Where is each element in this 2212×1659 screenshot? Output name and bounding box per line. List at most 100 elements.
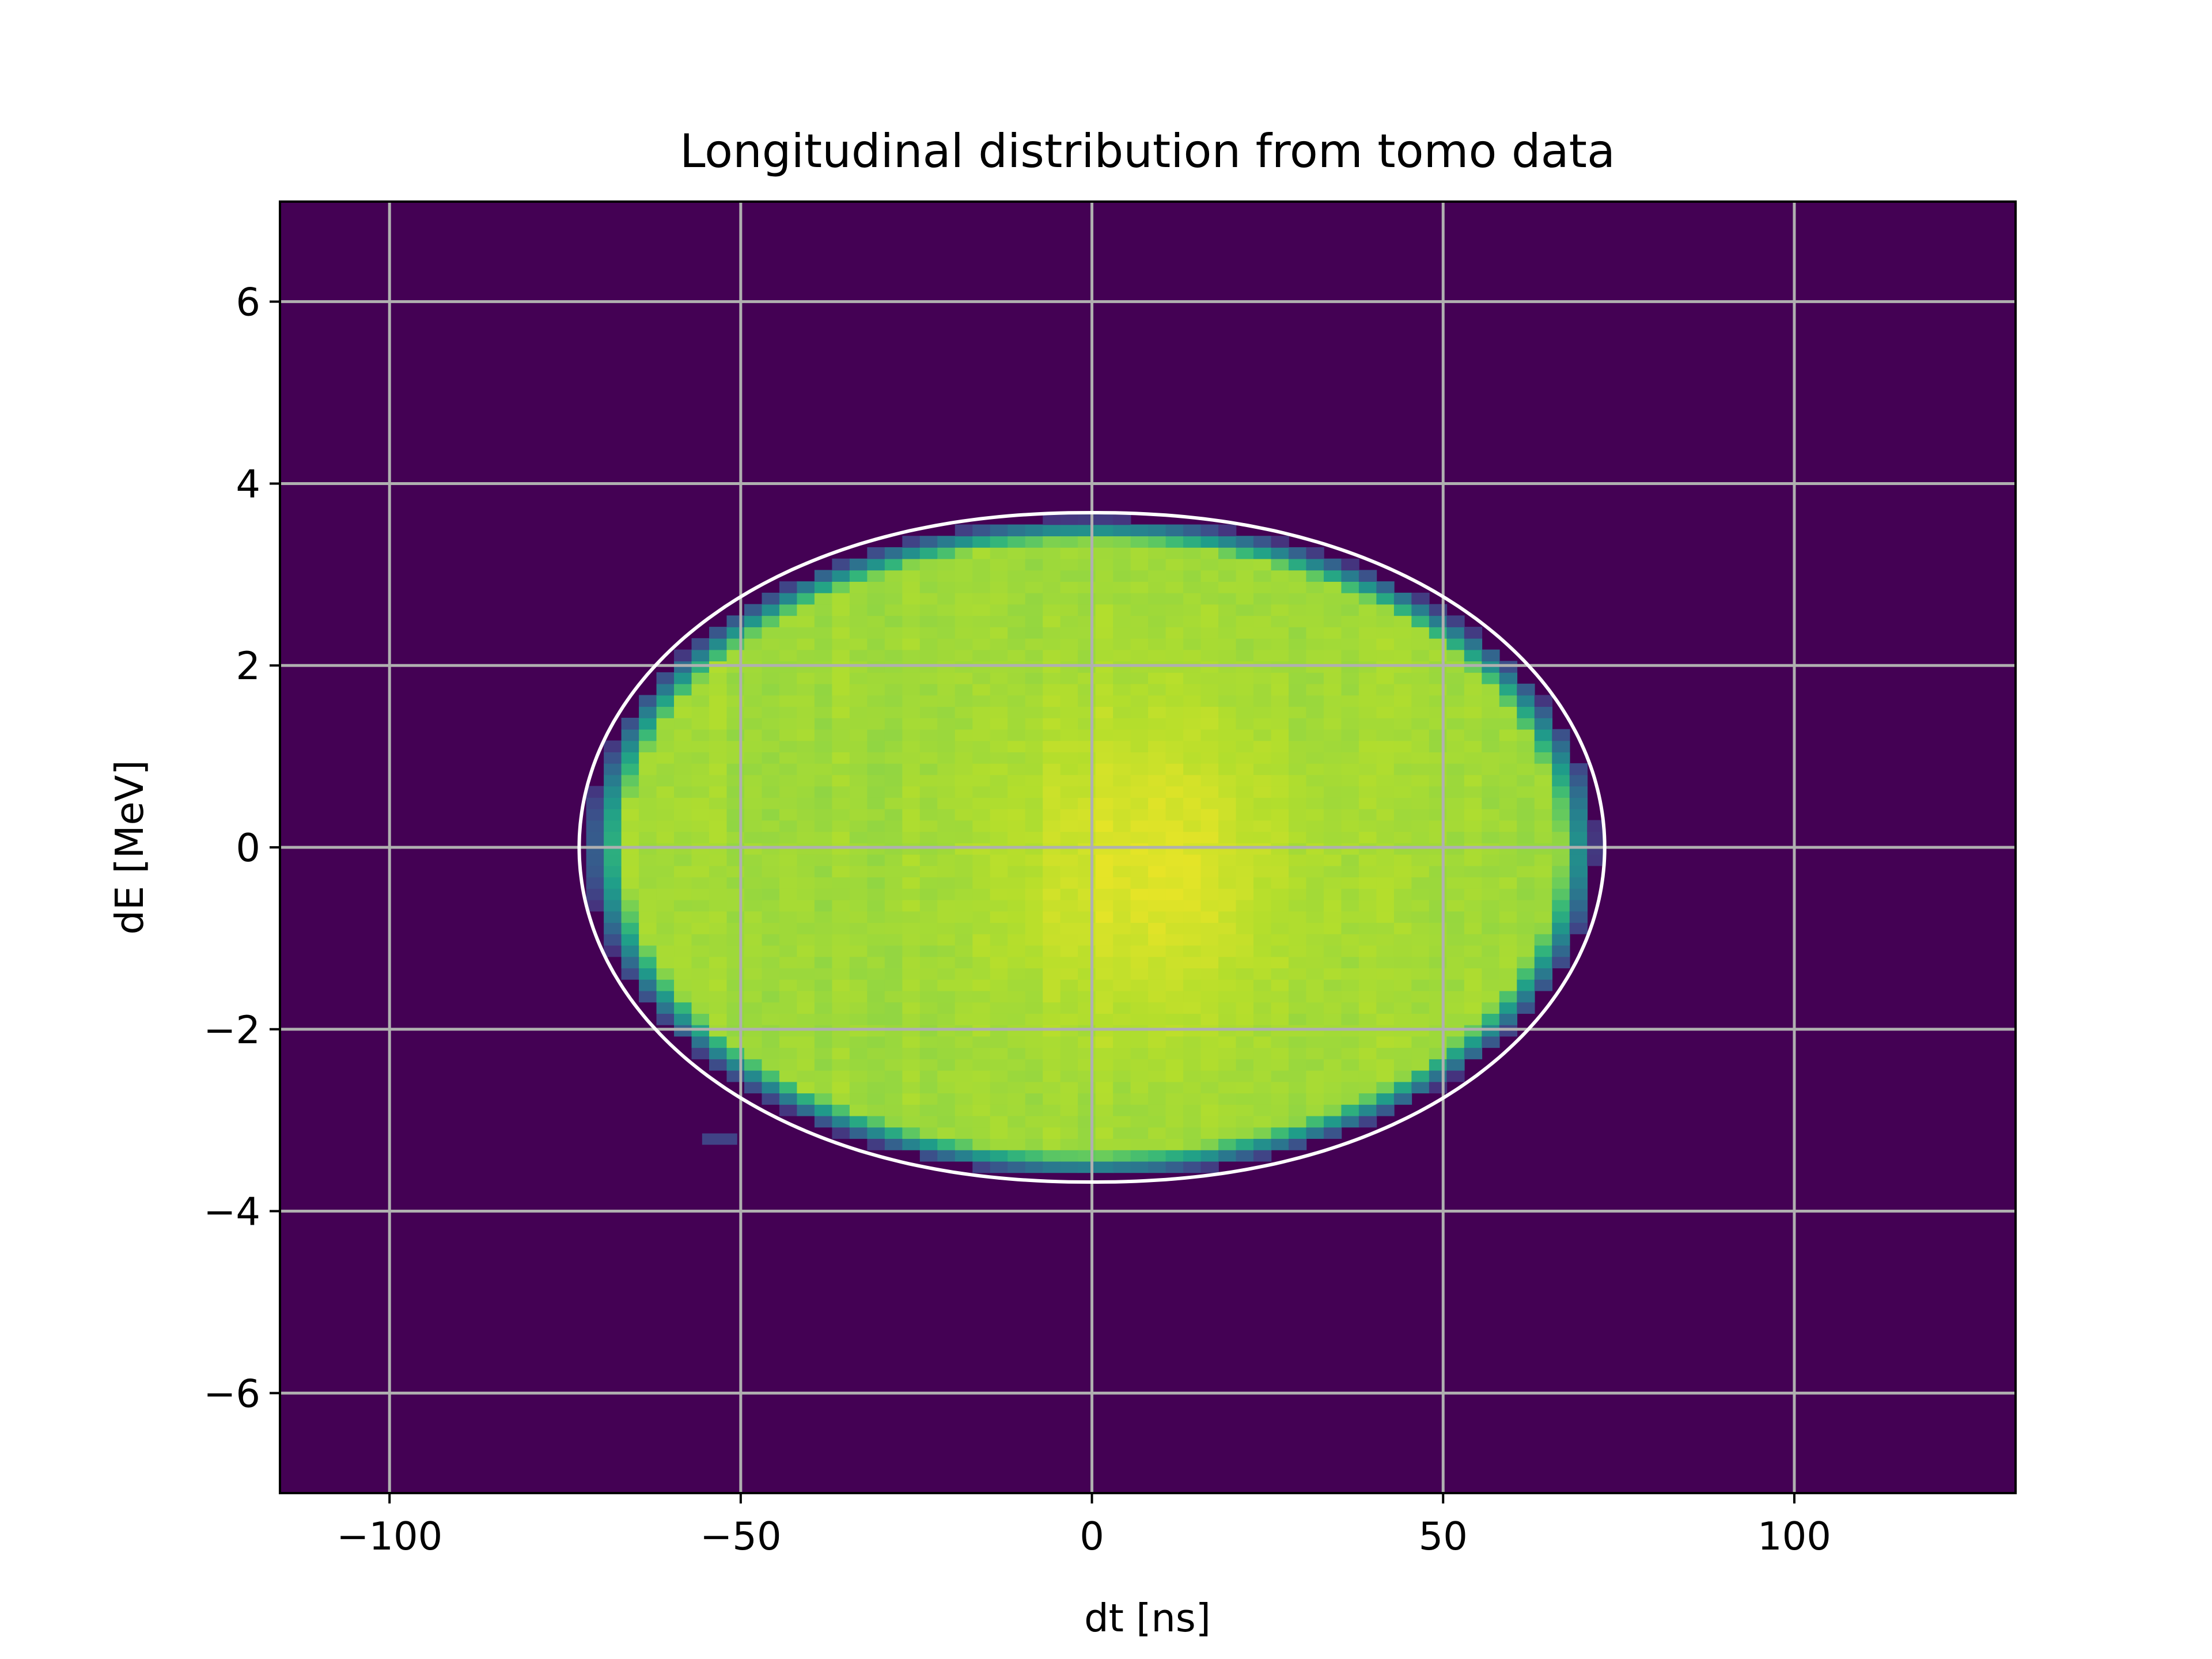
heatmap-cell-911 — [955, 627, 974, 639]
chart-title: Longitudinal distribution from tomo data — [680, 124, 1615, 178]
heatmap-cell-644 — [867, 581, 885, 593]
heatmap-cell-563 — [849, 911, 868, 923]
heatmap-cell-110 — [656, 672, 675, 684]
heatmap-cell-1539 — [1148, 672, 1166, 684]
heatmap-cell-803 — [919, 604, 938, 616]
heatmap-cell-1194 — [1043, 649, 1061, 662]
heatmap-cell-713 — [902, 1002, 921, 1014]
heatmap-cell-1356 — [1095, 786, 1113, 798]
heatmap-cell-1463 — [1130, 888, 1149, 900]
heatmap-cell-1110 — [1025, 956, 1044, 969]
heatmap-cell-1789 — [1236, 1047, 1254, 1059]
heatmap-cell-1710 — [1200, 672, 1219, 684]
heatmap-cell-1794 — [1236, 990, 1254, 1003]
heatmap-cell-1240 — [1060, 786, 1078, 798]
heatmap-cell-1229 — [1060, 911, 1078, 923]
heatmap-cell-981 — [990, 1127, 1009, 1139]
heatmap-cell-1594 — [1165, 695, 1184, 707]
heatmap-cell-1346 — [1095, 899, 1113, 912]
heatmap-cell-422 — [797, 820, 815, 832]
heatmap-cell-396 — [779, 581, 798, 593]
heatmap-cell-2148 — [1341, 570, 1359, 582]
heatmap-cell-1687 — [1200, 933, 1219, 946]
heatmap-cell-2077 — [1323, 808, 1342, 821]
heatmap-cell-786 — [919, 797, 938, 809]
heatmap-cell-712 — [902, 1013, 921, 1025]
heatmap-cell-1681 — [1200, 1002, 1219, 1014]
heatmap-cell-722 — [902, 899, 921, 912]
heatmap-cell-35 — [621, 911, 639, 923]
heatmap-cell-1760 — [1218, 740, 1237, 753]
heatmap-cell-59 — [639, 922, 657, 934]
heatmap-cell-874 — [955, 1047, 974, 1059]
heatmap-cell-194 — [709, 922, 728, 934]
heatmap-cell-2577 — [1534, 718, 1553, 730]
heatmap-cell-1792 — [1236, 1013, 1254, 1025]
heatmap-cell-543 — [832, 558, 850, 571]
heatmap-cell-1738 — [1218, 990, 1237, 1003]
heatmap-cell-2475 — [1482, 831, 1500, 843]
heatmap-cell-2434 — [1464, 877, 1483, 889]
heatmap-cell-444 — [814, 1115, 833, 1128]
heatmap-cell-2507 — [1499, 854, 1518, 866]
heatmap-cell-867 — [955, 1127, 974, 1139]
heatmap-cell-2251 — [1393, 1036, 1412, 1048]
heatmap-cell-708 — [902, 1059, 921, 1071]
heatmap-cell-337 — [762, 729, 780, 741]
heatmap-cell-277 — [744, 911, 763, 923]
heatmap-cell-1178 — [1043, 831, 1061, 843]
heatmap-cell-1859 — [1253, 877, 1272, 889]
heatmap-cell-729 — [902, 820, 921, 832]
heatmap-cell-1852 — [1253, 956, 1272, 969]
heatmap-cell-1629 — [1183, 945, 1202, 957]
heatmap-cell-1921 — [1271, 786, 1289, 798]
heatmap-cell-1333 — [1095, 1047, 1113, 1059]
heatmap-cell-83 — [656, 979, 675, 991]
heatmap-cell-1394 — [1113, 1013, 1131, 1025]
heatmap-cell-622 — [867, 831, 885, 843]
heatmap-cell-2603 — [1569, 899, 1588, 912]
heatmap-cell-58 — [639, 933, 657, 946]
heatmap-cell-1636 — [1183, 865, 1202, 878]
heatmap-cell-1886 — [1253, 570, 1272, 582]
heatmap-cell-1227 — [1060, 933, 1078, 946]
heatmap-cell-1835 — [1253, 1149, 1272, 1162]
heatmap-cell-2220 — [1376, 865, 1395, 878]
heatmap-cell-1523 — [1148, 854, 1166, 866]
heatmap-cell-2607 — [1569, 854, 1588, 866]
heatmap-cell-132 — [674, 786, 692, 798]
heatmap-cell-1048 — [1007, 1013, 1026, 1025]
heatmap-cell-448 — [814, 1070, 833, 1082]
heatmap-cell-666 — [884, 933, 903, 946]
heatmap-cell-881 — [955, 968, 974, 980]
heatmap-cell-461 — [814, 922, 833, 934]
heatmap-cell-1641 — [1183, 808, 1202, 821]
heatmap-cell-326 — [762, 854, 780, 866]
heatmap-cell-957 — [972, 752, 991, 764]
heatmap-cell-206 — [709, 786, 728, 798]
heatmap-cell-2554 — [1534, 979, 1553, 991]
heatmap-cell-1582 — [1165, 831, 1184, 843]
heatmap-cell-1230 — [1060, 899, 1078, 912]
heatmap-cell-762 — [919, 1070, 938, 1082]
heatmap-cell-902 — [955, 729, 974, 741]
heatmap-cell-1833 — [1236, 547, 1254, 559]
heatmap-cell-458 — [814, 956, 833, 969]
heatmap-cell-1457 — [1130, 956, 1149, 969]
heatmap-cell-2130 — [1341, 774, 1359, 787]
heatmap-cell-369 — [779, 888, 798, 900]
heatmap-cell-1402 — [1113, 922, 1131, 934]
heatmap-cell-926 — [972, 1104, 991, 1116]
heatmap-cell-2170 — [1358, 888, 1377, 900]
heatmap-cell-1488 — [1130, 604, 1149, 616]
heatmap-cell-1849 — [1253, 990, 1272, 1003]
heatmap-cell-1183 — [1043, 774, 1061, 787]
heatmap-cell-89 — [656, 911, 675, 923]
heatmap-cell-1060 — [1007, 877, 1026, 889]
heatmap-cell-636 — [867, 672, 885, 684]
heatmap-cell-571 — [849, 820, 868, 832]
heatmap-cell-2510 — [1499, 820, 1518, 832]
heatmap-cell-1587 — [1165, 774, 1184, 787]
heatmap-cell-2582 — [1552, 933, 1570, 946]
heatmap-cell-2122 — [1341, 865, 1359, 878]
